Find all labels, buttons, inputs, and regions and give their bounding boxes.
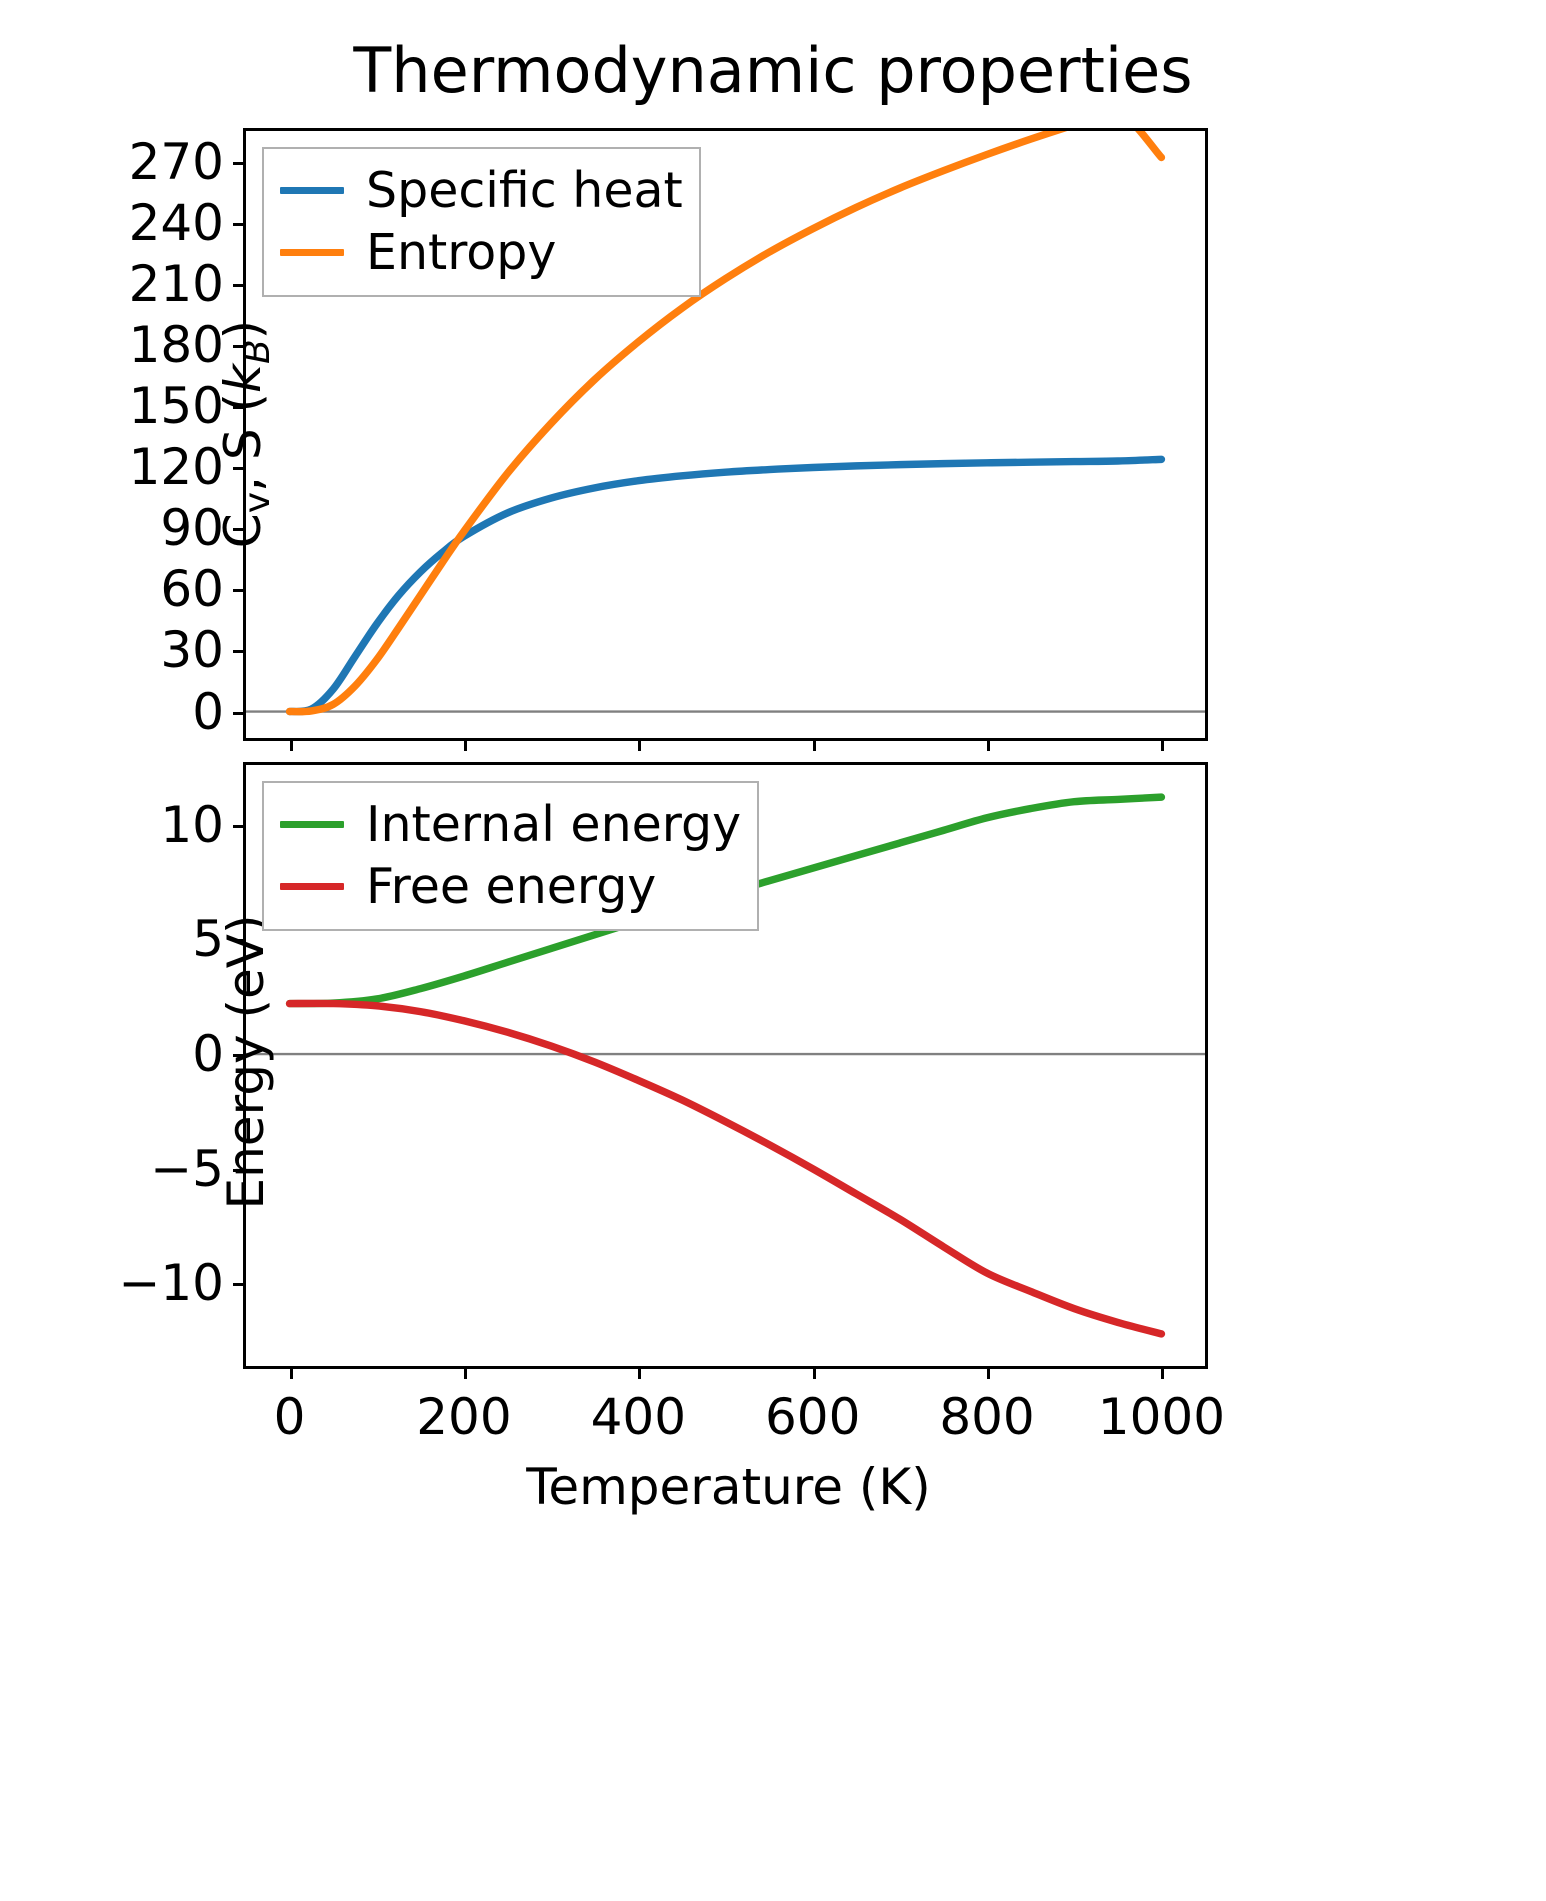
x-tick-mark — [463, 1366, 467, 1379]
x-tick-label: 400 — [590, 1388, 687, 1446]
legend-swatch-specific-heat — [280, 186, 344, 194]
y-tick-mark — [233, 161, 246, 165]
series-line-free-energy — [285, 999, 1166, 1338]
legend-label-entropy: Entropy — [366, 223, 557, 281]
legend-item-free-energy[interactable]: Free energy — [280, 855, 741, 917]
y-tick-mark — [233, 589, 246, 593]
y-tick-label: 60 — [160, 560, 224, 619]
y-tick-label: 120 — [128, 438, 224, 497]
y-tick-mark — [233, 1168, 246, 1172]
x-axis-label: Temperature (K) — [526, 1458, 931, 1516]
x-tick-mark — [463, 738, 467, 751]
x-tick-mark — [1161, 1366, 1165, 1379]
y-tick-label: 210 — [128, 254, 224, 313]
y-tick-label: 0 — [192, 1025, 224, 1084]
y-tick-label: 30 — [160, 621, 224, 680]
y-tick-mark — [233, 344, 246, 348]
legend-item-specific-heat[interactable]: Specific heat — [280, 159, 683, 221]
legend-item-internal-energy[interactable]: Internal energy — [280, 793, 741, 855]
y-tick-label: 5 — [192, 910, 224, 969]
x-tick-label: 800 — [939, 1388, 1035, 1446]
y-tick-mark — [233, 650, 246, 654]
x-tick-mark — [289, 738, 293, 751]
y-tick-mark — [233, 467, 246, 471]
top-panel-plot-area — [246, 131, 1205, 716]
legend-label-specific-heat: Specific heat — [366, 161, 683, 219]
x-tick-label: 1000 — [1097, 1388, 1226, 1446]
legend-label-free-energy: Free energy — [366, 857, 657, 915]
legend-bottom-panel[interactable]: Internal energy Free energy — [262, 781, 760, 931]
y-tick-label: 270 — [128, 132, 224, 191]
y-axis-label-bottom: Energy (eV) — [217, 914, 275, 1209]
y-tick-mark — [233, 222, 246, 226]
legend-swatch-free-energy — [280, 882, 344, 890]
x-tick-mark — [638, 738, 642, 751]
x-tick-mark — [1161, 738, 1165, 751]
axes-bottom-panel: Energy (eV) Temperature (K) Internal ene… — [118, 762, 1225, 1516]
x-tick-label: 200 — [416, 1388, 512, 1446]
x-tick-mark — [812, 738, 816, 751]
x-tick-mark — [638, 1366, 642, 1379]
series-line-specific-heat — [285, 455, 1166, 716]
legend-label-internal-energy: Internal energy — [366, 795, 742, 853]
x-tick-label: 0 — [273, 1388, 306, 1446]
y-tick-label: −10 — [118, 1254, 224, 1313]
y-tick-label: −5 — [150, 1139, 224, 1198]
legend-swatch-internal-energy — [280, 820, 344, 828]
y-tick-label: 150 — [128, 376, 224, 435]
x-tick-mark — [987, 1366, 991, 1379]
x-tick-label: 600 — [764, 1388, 861, 1446]
y-tick-mark — [233, 824, 246, 828]
y-tick-label: 90 — [160, 499, 224, 558]
axes-top-panel: Cv, S (kB) Specific heat Entropy 0 30 60 90… — [129, 128, 1208, 751]
legend-top-panel[interactable]: Specific heat Entropy — [262, 147, 701, 297]
legend-swatch-entropy — [280, 248, 344, 256]
y-tick-label: 180 — [128, 315, 224, 374]
series-line-entropy — [285, 131, 1166, 716]
x-tick-mark — [289, 1366, 293, 1379]
y-tick-mark — [233, 1283, 246, 1287]
y-tick-label: 0 — [192, 682, 224, 741]
x-tick-mark — [812, 1366, 816, 1379]
y-tick-mark — [233, 405, 246, 409]
figure-title: Thermodynamic properties — [353, 34, 1193, 107]
y-tick-label: 240 — [128, 193, 224, 252]
x-tick-mark — [987, 738, 991, 751]
y-tick-mark — [233, 283, 246, 287]
y-tick-mark — [233, 711, 246, 715]
legend-item-entropy[interactable]: Entropy — [280, 221, 683, 283]
y-tick-mark — [233, 1054, 246, 1058]
y-tick-label: 10 — [160, 795, 224, 854]
y-tick-mark — [233, 939, 246, 943]
y-tick-mark — [233, 528, 246, 532]
